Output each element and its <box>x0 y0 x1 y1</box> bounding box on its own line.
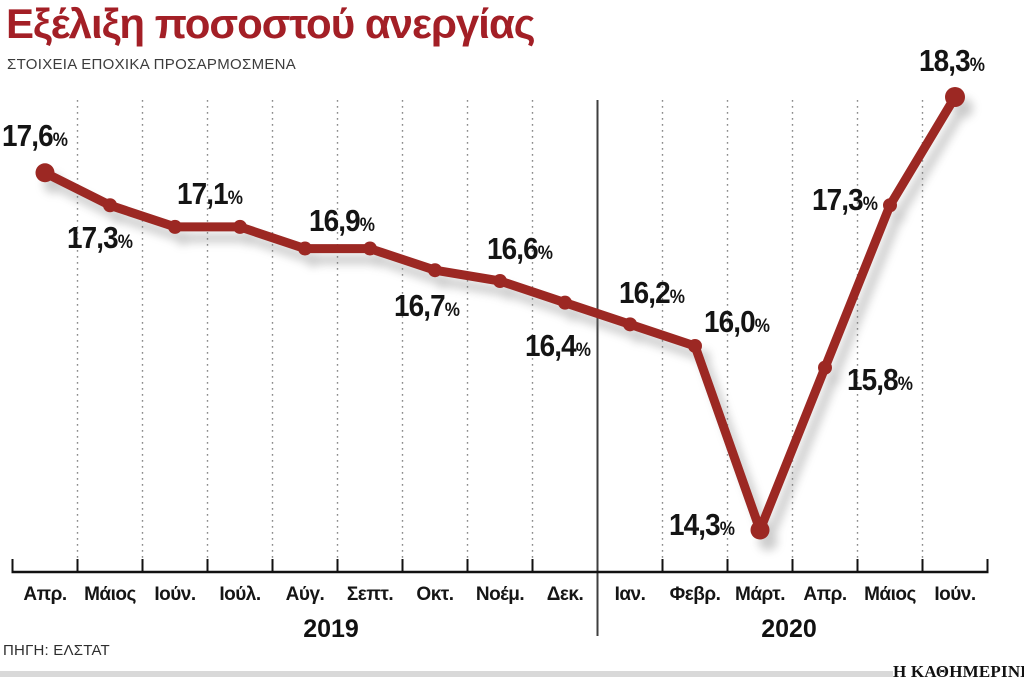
chart-title: Εξέλιξη ποσοστού ανεργίας <box>6 0 536 47</box>
data-point <box>945 87 965 107</box>
data-point <box>103 198 117 213</box>
point-value-label: 17,6% <box>2 117 68 153</box>
x-axis-label: Αύγ. <box>285 584 325 605</box>
source-note: ΠΗΓΗ: ΕΛΣΤΑΤ <box>3 642 110 659</box>
point-value-label: 16,2% <box>619 275 685 311</box>
footer-divider-bar <box>0 671 893 677</box>
data-point <box>818 360 832 375</box>
x-axis-label: Μάρτ. <box>735 584 786 605</box>
year-label-2019: 2019 <box>303 615 359 643</box>
data-point <box>233 219 247 234</box>
point-value-label: 17,3% <box>67 220 133 256</box>
point-value-label: 16,9% <box>309 202 375 238</box>
point-value-label: 14,3% <box>669 507 735 542</box>
series-line <box>40 92 960 535</box>
data-point <box>623 317 637 332</box>
data-point <box>168 219 182 234</box>
data-point <box>558 295 572 310</box>
data-point <box>298 241 312 256</box>
x-axis-label: Οκτ. <box>416 584 454 605</box>
chart-subtitle: ΣΤΟΙΧΕΙΑ ΕΠΟΧΙΚΑ ΠΡΟΣΑΡΜΟΣΜΕΝΑ <box>7 56 297 73</box>
line-shadow <box>43 98 973 551</box>
data-point <box>883 198 897 213</box>
data-point <box>428 263 442 278</box>
data-point <box>493 274 507 289</box>
x-axis-label: Νοέμ. <box>475 584 525 605</box>
point-value-label: 16,7% <box>394 288 460 324</box>
x-axis-label: Μάιος <box>864 584 916 605</box>
point-value-label: 17,1% <box>177 175 243 211</box>
x-axis-label: Απρ. <box>803 584 847 605</box>
year-label-2020: 2020 <box>761 615 817 643</box>
data-point <box>750 520 770 540</box>
x-axis-label: Σεπτ. <box>346 584 394 605</box>
x-axis-label: Δεκ. <box>546 584 584 605</box>
data-point <box>363 241 377 256</box>
brand-logo: Η ΚΑΘΗΜΕΡΙΝΗ <box>893 662 1024 681</box>
point-value-label: 17,3% <box>812 182 878 218</box>
point-value-label: 15,8% <box>847 361 913 397</box>
point-value-label: 16,0% <box>704 303 770 339</box>
x-axis-label: Μάιος <box>84 584 136 605</box>
data-point <box>35 163 55 183</box>
point-value-label: 16,4% <box>525 327 591 363</box>
x-axis-label: Ιούν. <box>154 584 196 605</box>
data-point <box>688 338 702 353</box>
point-value-label: 18,3% <box>919 43 985 78</box>
x-axis-label: Απρ. <box>23 584 67 605</box>
point-value-label: 16,6% <box>487 231 553 267</box>
x-axis-label: Ιαν. <box>614 584 646 605</box>
x-axis-label: Ιούν. <box>934 584 976 605</box>
unemployment-series <box>35 87 965 540</box>
x-axis-label: Φεβρ. <box>669 584 721 605</box>
x-axis-label: Ιούλ. <box>219 584 261 605</box>
